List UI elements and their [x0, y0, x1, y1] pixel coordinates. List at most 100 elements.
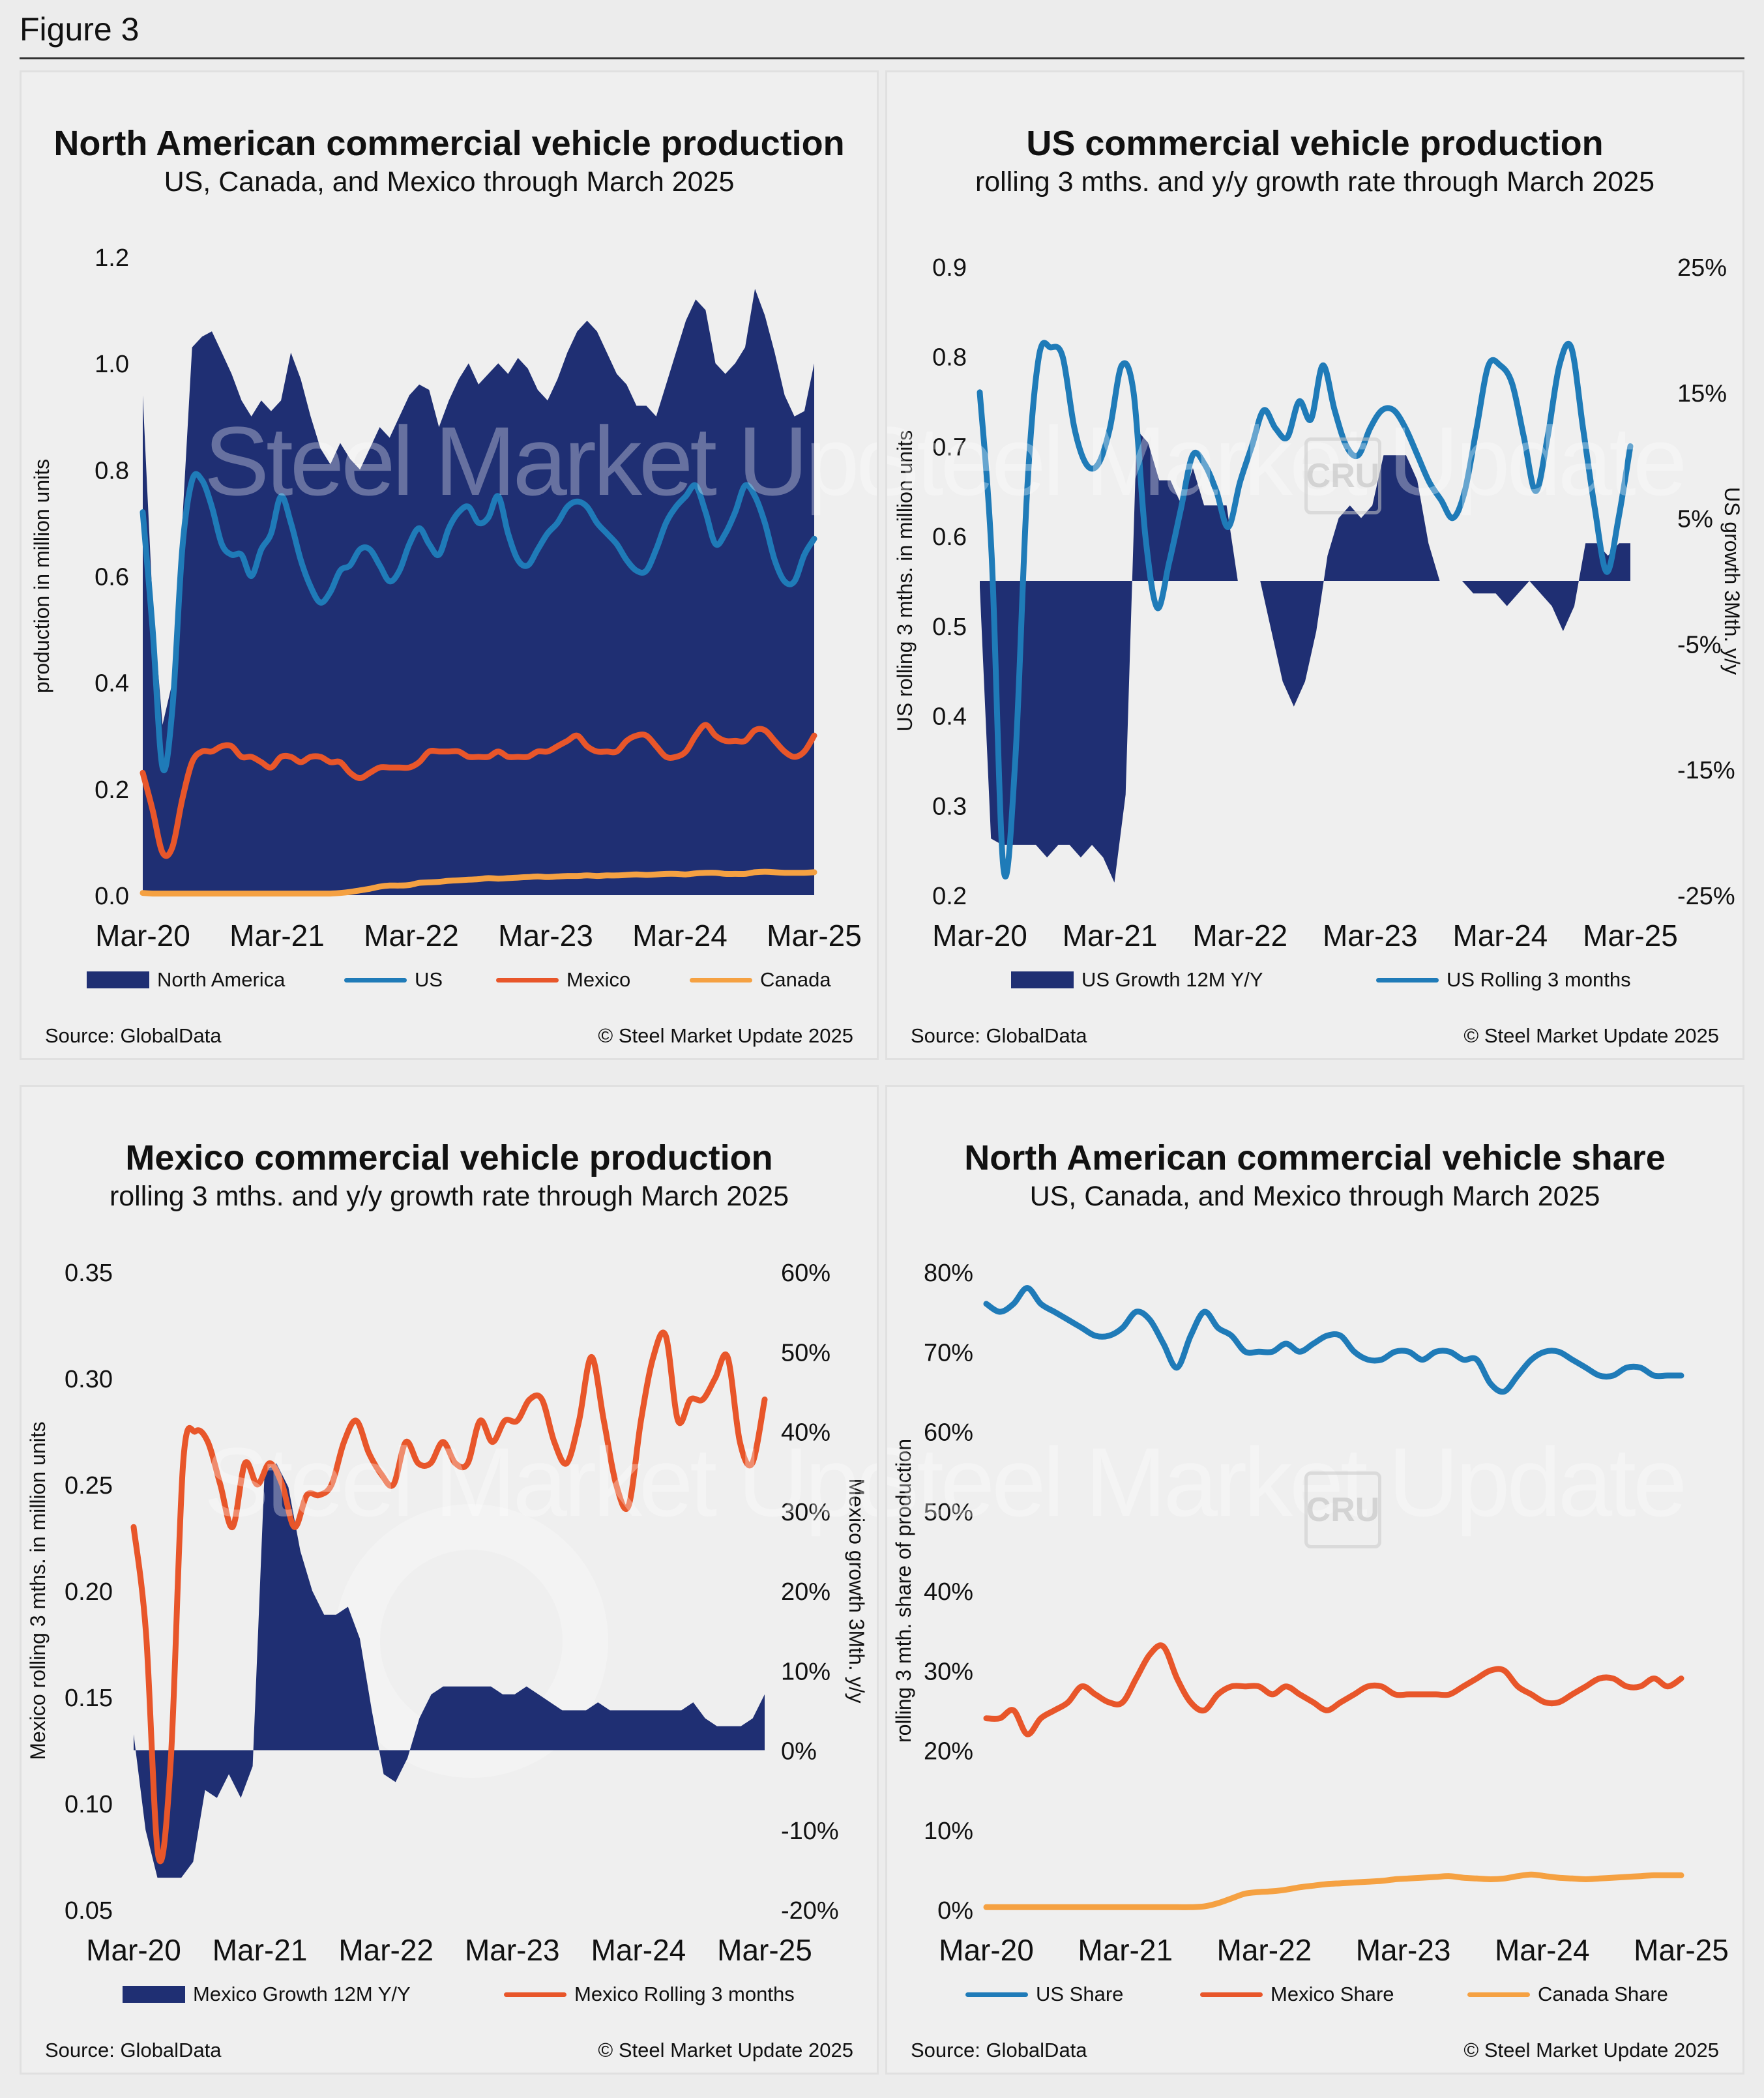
y-tick-label: 0.2: [932, 883, 967, 910]
y-tick-label: 80%: [924, 1260, 973, 1287]
chart-title: North American commercial vehicle produc…: [53, 124, 845, 163]
y-axis-right: -25% -15% -5% 5% 15% 25%: [1677, 254, 1735, 910]
y-axis-left: 0% 10% 20% 30% 40% 50% 60% 70% 80%: [924, 1260, 973, 1925]
chart-subtitle: rolling 3 mths. and y/y growth rate thro…: [109, 1181, 789, 1212]
x-tick-label: Mar-23: [498, 919, 593, 953]
legend-item-us-share: US Share: [965, 1983, 1123, 2006]
y-tick-label: 1.0: [95, 351, 129, 378]
y-tick-label: 0.30: [65, 1366, 113, 1393]
y-tick-label-right: -15%: [1677, 757, 1735, 784]
legend-item-north-america: North America: [87, 968, 285, 992]
x-tick-label: Mar-25: [1634, 1933, 1729, 1967]
series-mexico: [140, 722, 817, 859]
figure-label: Figure 3: [20, 11, 140, 48]
y-tick-label: 0.8: [932, 344, 967, 372]
y-axis-title: rolling 3 mth. share of production: [892, 1439, 915, 1743]
copyright-note: © Steel Market Update 2025: [598, 2039, 853, 2061]
watermark: Steel Market Update: [885, 406, 1687, 516]
y-axis-left: 0.05 0.10 0.15 0.20 0.25 0.30 0.35: [65, 1260, 113, 1925]
x-tick-label: Mar-24: [1495, 1933, 1590, 1967]
x-tick-label: Mar-23: [465, 1933, 560, 1967]
y-axis-left: 0.2 0.3 0.4 0.5 0.6 0.7 0.8 0.9: [932, 254, 967, 910]
chart-panel-mx: 0.05 0.10 0.15 0.20 0.25 0.30 0.35 -20% -10% 0% 10…: [20, 1085, 879, 2075]
series-us-rolling-3-months: [977, 340, 1634, 879]
y-tick-label: 60%: [924, 1419, 973, 1447]
legend-item-mexico-growth: Mexico Growth 12M Y/Y: [123, 1983, 411, 2006]
y-tick-label-right: -5%: [1677, 631, 1722, 658]
x-tick-label: Mar-25: [767, 919, 862, 953]
x-tick-label: Mar-22: [1192, 919, 1287, 953]
legend-item-canada: Canada: [690, 968, 831, 992]
y-tick-label: 0%: [937, 1897, 973, 1925]
legend-item-us: US: [344, 968, 443, 992]
y-tick-label: 0.4: [932, 703, 967, 731]
series-us-growth-12m-y-y: [980, 430, 1630, 883]
x-tick-label: Mar-24: [591, 1933, 686, 1967]
x-tick-label: Mar-25: [1583, 919, 1678, 953]
y-tick-label: 0.3: [932, 793, 967, 820]
chart-mx: 0.05 0.10 0.15 0.20 0.25 0.30 0.35 -20% -10% 0% 10…: [26, 1260, 868, 1967]
x-tick-label: Mar-23: [1356, 1933, 1451, 1967]
y-tick-label-right: 50%: [781, 1339, 831, 1367]
y-tick-label: 0.6: [932, 524, 967, 551]
y-tick-label-right: 40%: [781, 1419, 831, 1447]
legend-item-us-growth: US Growth 12M Y/Y: [1011, 968, 1263, 992]
x-tick-label: Mar-24: [1453, 919, 1548, 953]
y-axis-title-right: Mexico growth 3Mth. y/y: [845, 1479, 868, 1704]
y-tick-label: 0.25: [65, 1472, 113, 1500]
series-mexico-growth-12m-y-y: [134, 1463, 765, 1878]
y-tick-label-right: 25%: [1677, 254, 1727, 282]
source-note: Source: GlobalData: [45, 1024, 222, 1047]
y-tick-label-right: 60%: [781, 1260, 831, 1287]
y-tick-label: 0.8: [95, 457, 129, 484]
x-tick-label: Mar-21: [1063, 919, 1158, 953]
watermark: Steel Market Update: [204, 406, 877, 516]
y-tick-label-right: 15%: [1677, 380, 1727, 407]
y-tick-label: 0.7: [932, 434, 967, 461]
series-north-america: [143, 289, 814, 895]
y-tick-label-right: -25%: [1677, 883, 1735, 910]
y-tick-label-right: 5%: [1677, 506, 1713, 533]
chart-subtitle: US, Canada, and Mexico through March 202…: [1029, 1181, 1600, 1212]
series-canada: [140, 868, 817, 897]
cru-logo: CRU: [1304, 1471, 1381, 1548]
x-axis: Mar-20 Mar-21 Mar-22 Mar-23 Mar-24 Mar-25: [932, 919, 1678, 953]
y-tick-label: 0.10: [65, 1791, 113, 1818]
y-tick-label: 0.6: [95, 564, 129, 591]
chart-subtitle: rolling 3 mths. and y/y growth rate thro…: [975, 166, 1655, 198]
series-us: [140, 471, 817, 774]
x-axis: Mar-20 Mar-21 Mar-22 Mar-23 Mar-24 Mar-25: [939, 1933, 1729, 1967]
chart-title: US commercial vehicle production: [1026, 124, 1604, 163]
chart-panel-na: 0.0 0.2 0.4 0.6 0.8 1.0 1.2 production in milli…: [20, 70, 879, 1060]
x-tick-label: Mar-20: [932, 919, 1027, 953]
chart-na: 0.0 0.2 0.4 0.6 0.8 1.0 1.2 production in milli…: [30, 244, 862, 953]
x-tick-label: Mar-24: [632, 919, 728, 953]
x-tick-label: Mar-22: [364, 919, 459, 953]
x-tick-label: Mar-22: [1217, 1933, 1312, 1967]
legend-item-mexico-share: Mexico Share: [1200, 1983, 1394, 2006]
y-axis-title: Mexico rolling 3 mths. in million units: [26, 1421, 50, 1760]
y-axis-left: 0.0 0.2 0.4 0.6 0.8 1.0 1.2: [95, 244, 129, 910]
watermark: Steel Market Update: [885, 1427, 1687, 1537]
figure-divider: [20, 57, 1744, 59]
source-note: Source: GlobalData: [911, 1024, 1087, 1047]
x-tick-label: Mar-21: [229, 919, 325, 953]
y-axis-title-right: US growth 3Mth. y/y: [1720, 487, 1744, 675]
y-tick-label: 0.4: [95, 670, 129, 698]
y-tick-label-right: 20%: [781, 1578, 831, 1606]
y-tick-label-right: 30%: [781, 1499, 831, 1526]
copyright-note: © Steel Market Update 2025: [598, 1024, 853, 1047]
legend: Mexico Growth 12M Y/Y Mexico Rolling 3 m…: [22, 1983, 877, 2009]
chart-title: North American commercial vehicle share: [964, 1138, 1666, 1177]
x-tick-label: Mar-25: [717, 1933, 812, 1967]
x-tick-label: Mar-21: [1078, 1933, 1173, 1967]
copyright-note: © Steel Market Update 2025: [1463, 1024, 1719, 1047]
legend: US Growth 12M Y/Y US Rolling 3 months: [887, 968, 1742, 994]
chart-share: 0% 10% 20% 30% 40% 50% 60% 70% 80% rolling 3 mth.…: [892, 1260, 1729, 1967]
y-tick-label-right: -20%: [781, 1897, 839, 1925]
series-mexico-rolling-3-months: [130, 1329, 768, 1865]
y-tick-label-right: -10%: [781, 1818, 839, 1845]
y-axis-title: production in million units: [30, 459, 53, 693]
legend-item-us-rolling: US Rolling 3 months: [1376, 968, 1631, 992]
y-tick-label: 70%: [924, 1339, 973, 1367]
